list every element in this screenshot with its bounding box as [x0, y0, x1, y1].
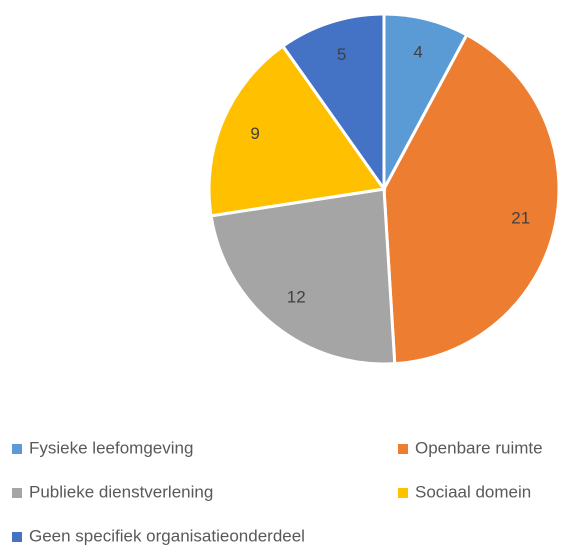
legend-label: Openbare ruimte	[415, 438, 543, 457]
pie-slice	[382, 32, 561, 366]
legend-marker	[12, 444, 22, 454]
data-label: 5	[337, 45, 346, 64]
data-label: 21	[511, 208, 530, 227]
data-label: 12	[287, 288, 306, 307]
legend-label: Fysieke leefomgeving	[29, 438, 193, 457]
legend-marker	[398, 444, 408, 454]
data-label: 9	[250, 124, 259, 143]
pie-slice	[280, 12, 386, 194]
legend-label: Publieke dienstverlening	[29, 482, 213, 501]
pie-slice	[209, 187, 397, 366]
pie-slice	[207, 44, 387, 218]
legend-label: Sociaal domein	[415, 482, 531, 501]
legend-marker	[398, 488, 408, 498]
legend-marker	[12, 532, 22, 542]
data-label: 4	[413, 43, 422, 62]
legend-marker	[12, 488, 22, 498]
legend-label: Geen specifiek organisatieonderdeel	[29, 526, 305, 545]
